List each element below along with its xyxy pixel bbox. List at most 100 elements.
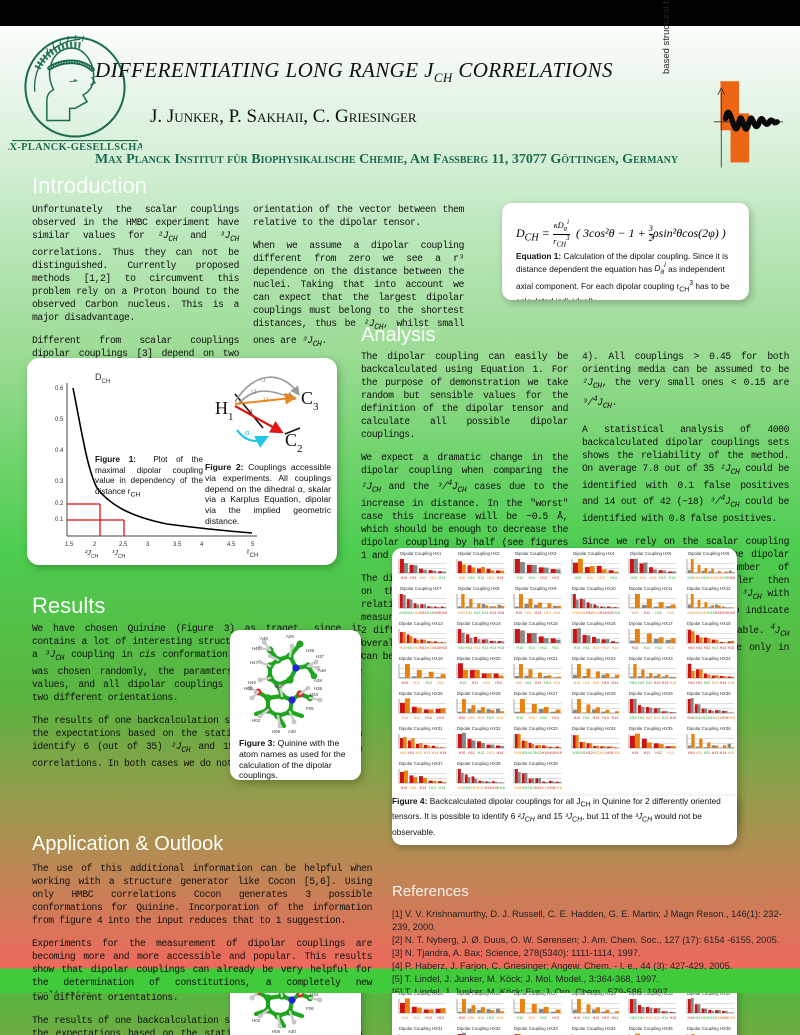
svg-text:H10: H10 <box>688 681 695 685</box>
svg-text:H12: H12 <box>646 716 653 720</box>
svg-text:Dipolar Coupling HX22: Dipolar Coupling HX22 <box>571 656 615 661</box>
svg-text:H11: H11 <box>521 786 527 790</box>
svg-text:H10: H10 <box>687 611 694 615</box>
svg-text:H15: H15 <box>606 611 613 615</box>
svg-text:H14: H14 <box>554 611 561 615</box>
svg-text:H10: H10 <box>632 646 639 650</box>
svg-text:H13: H13 <box>592 611 599 615</box>
svg-text:Dipolar Coupling HX11: Dipolar Coupling HX11 <box>629 586 673 591</box>
svg-text:H10: H10 <box>400 751 407 755</box>
svg-text:Dipolar Coupling HX4: Dipolar Coupling HX4 <box>573 551 615 556</box>
svg-text:H16: H16 <box>728 611 735 615</box>
svg-text:H11: H11 <box>694 1016 700 1020</box>
svg-text:0.6: 0.6 <box>55 386 64 392</box>
svg-text:Dipolar Coupling HX6: Dipolar Coupling HX6 <box>688 551 730 556</box>
svg-text:H11: H11 <box>644 751 650 755</box>
svg-text:H10: H10 <box>458 751 465 755</box>
svg-text:Dipolar Coupling HX32: Dipolar Coupling HX32 <box>456 1026 500 1031</box>
svg-text:H12: H12 <box>650 576 657 580</box>
svg-text:H12: H12 <box>425 716 432 720</box>
svg-text:H10: H10 <box>458 716 465 720</box>
svg-text:H10: H10 <box>687 716 694 720</box>
svg-text:H10: H10 <box>573 716 580 720</box>
svg-text:H13: H13 <box>711 646 718 650</box>
svg-text:Dipolar Coupling HX39: Dipolar Coupling HX39 <box>514 761 558 766</box>
svg-text:H15: H15 <box>548 751 555 755</box>
svg-text:H11: H11 <box>414 681 420 685</box>
svg-text:H13: H13 <box>602 681 609 685</box>
svg-text:H14: H14 <box>496 1016 503 1020</box>
svg-text:Dipolar Coupling HX34: Dipolar Coupling HX34 <box>571 1026 615 1031</box>
svg-text:Dipolar Coupling HX8: Dipolar Coupling HX8 <box>458 586 500 591</box>
svg-text:H15: H15 <box>721 716 728 720</box>
svg-text:H10: H10 <box>688 646 695 650</box>
svg-text:H11: H11 <box>468 751 474 755</box>
svg-text:H34: H34 <box>310 692 319 697</box>
svg-text:Dipolar Coupling HX27: Dipolar Coupling HX27 <box>514 691 558 696</box>
svg-text:Dipolar Coupling HX29: Dipolar Coupling HX29 <box>629 691 673 696</box>
svg-text:H13: H13 <box>429 786 436 790</box>
svg-text:H13: H13 <box>437 681 444 685</box>
svg-text:DCH: DCH <box>95 372 110 385</box>
svg-text:Dipolar Coupling HX19: Dipolar Coupling HX19 <box>399 656 443 661</box>
svg-text:H10: H10 <box>631 576 638 580</box>
svg-text:H10: H10 <box>517 646 524 650</box>
svg-text:C3: C3 <box>301 388 319 413</box>
svg-text:H11: H11 <box>529 576 535 580</box>
svg-text:H11: H11 <box>410 576 416 580</box>
svg-text:H14: H14 <box>611 716 618 720</box>
svg-text:3: 3 <box>146 542 150 548</box>
svg-text:F06: F06 <box>306 1006 314 1011</box>
svg-text:H11: H11 <box>644 646 650 650</box>
svg-text:H12: H12 <box>425 681 432 685</box>
svg-text:H14: H14 <box>439 576 446 580</box>
svg-text:Dipolar Coupling HX28: Dipolar Coupling HX28 <box>571 691 615 696</box>
svg-text:H16: H16 <box>555 751 562 755</box>
svg-text:H47: H47 <box>250 660 259 665</box>
svg-text:2: 2 <box>93 542 97 548</box>
svg-text:H14: H14 <box>496 716 503 720</box>
svg-text:Dipolar Coupling HX26: Dipolar Coupling HX26 <box>456 993 500 996</box>
svg-text:H10: H10 <box>401 786 408 790</box>
svg-text:H12: H12 <box>535 681 542 685</box>
svg-text:H11: H11 <box>466 646 472 650</box>
svg-text:H11: H11 <box>414 716 420 720</box>
svg-text:H10: H10 <box>573 681 580 685</box>
svg-text:H11: H11 <box>468 576 474 580</box>
svg-text:H11: H11 <box>583 681 589 685</box>
svg-text:H12: H12 <box>483 681 490 685</box>
svg-text:H13: H13 <box>667 646 674 650</box>
svg-text:H11: H11 <box>694 611 700 615</box>
svg-text:Dipolar Coupling HX15: Dipolar Coupling HX15 <box>514 621 558 626</box>
svg-text:H11: H11 <box>406 646 412 650</box>
svg-text:H15: H15 <box>670 716 677 720</box>
svg-text:H11: H11 <box>696 751 702 755</box>
svg-text:Dipolar Coupling HX33: Dipolar Coupling HX33 <box>514 726 558 731</box>
svg-text:Dipolar Coupling HX31: Dipolar Coupling HX31 <box>399 1026 443 1031</box>
svg-text:H10: H10 <box>572 751 579 755</box>
svg-text:Dipolar Coupling HX30: Dipolar Coupling HX30 <box>686 993 730 996</box>
svg-text:H14: H14 <box>496 576 503 580</box>
svg-text:H16: H16 <box>440 646 447 650</box>
svg-text:Dipolar Coupling HX25: Dipolar Coupling HX25 <box>399 993 443 996</box>
svg-text:H12: H12 <box>416 751 423 755</box>
svg-text:H10: H10 <box>517 716 524 720</box>
svg-text:H02: H02 <box>252 718 261 723</box>
svg-text:H13: H13 <box>481 646 488 650</box>
svg-text:H14: H14 <box>599 611 606 615</box>
svg-text:H10: H10 <box>400 646 407 650</box>
svg-text:H11: H11 <box>586 576 592 580</box>
svg-text:H13: H13 <box>707 576 714 580</box>
svg-text:H14: H14 <box>714 716 721 720</box>
svg-text:H13: H13 <box>707 716 714 720</box>
svg-text:H10: H10 <box>630 681 637 685</box>
svg-text:H02: H02 <box>252 1018 261 1023</box>
svg-text:Dipolar Coupling HX18: Dipolar Coupling HX18 <box>686 621 730 626</box>
svg-text:H13: H13 <box>707 1016 714 1020</box>
svg-text:H12: H12 <box>540 576 547 580</box>
svg-text:H14: H14 <box>496 751 503 755</box>
svg-text:H11: H11 <box>583 1016 589 1020</box>
svg-text:H13: H13 <box>535 786 542 790</box>
svg-text:H10: H10 <box>516 681 523 685</box>
svg-text:Dipolar Coupling HX33: Dipolar Coupling HX33 <box>514 1026 558 1031</box>
